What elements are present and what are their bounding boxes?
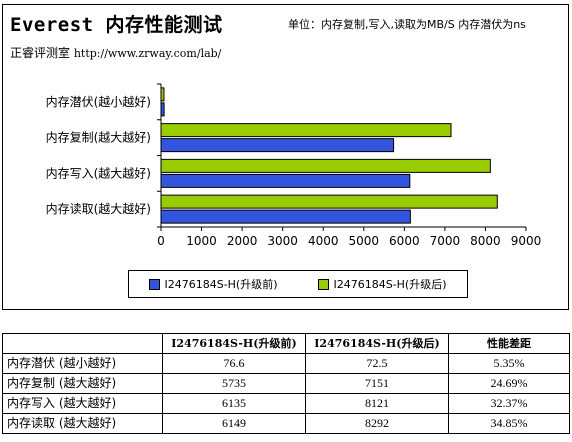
bar-before-3 — [160, 209, 411, 224]
legend-label-after: I2476184S-H(升级后) — [333, 278, 447, 291]
table-cell: 内存读取 (越大越好) — [2, 413, 163, 434]
x-tick-label: 8000 — [470, 234, 501, 248]
table-header-cell: 性能差距 — [448, 333, 570, 354]
table-cell: 32.37% — [448, 393, 570, 414]
x-tick-label: 6000 — [389, 234, 420, 248]
category-label: 内存潜伏(越小越好) — [46, 95, 151, 109]
x-tick-label: 3000 — [267, 234, 298, 248]
source-url: http://www.zrway.com/lab/ — [73, 47, 222, 60]
table-cell: 34.85% — [448, 413, 570, 434]
legend-item-before: I2476184S-H(升级前) — [149, 276, 278, 292]
bar-before-2 — [160, 173, 411, 188]
table-cell: 6135 — [162, 393, 306, 414]
legend-swatch-before — [149, 278, 161, 290]
x-tick-label: 2000 — [227, 234, 258, 248]
table-cell: 8292 — [305, 413, 449, 434]
category-label: 内存读取(越大越好) — [46, 202, 151, 216]
table-cell: 76.6 — [162, 353, 306, 374]
x-tick-label: 1000 — [186, 234, 217, 248]
legend: I2476184S-H(升级前) I2476184S-H(升级后) — [128, 270, 468, 298]
table-cell: 8121 — [305, 393, 449, 414]
table-cell: 5.35% — [448, 353, 570, 374]
x-tick-label: 9000 — [511, 234, 542, 248]
table-row: 内存复制 (越大越好) 5735 7151 24.69% — [2, 373, 570, 394]
category-label: 内存写入(越大越好) — [46, 166, 151, 180]
table-header-cell — [2, 333, 163, 354]
table-cell: 6149 — [162, 413, 306, 434]
table-cell: 72.5 — [305, 353, 449, 374]
table-header-row: I2476184S-H(升级前) I2476184S-H(升级后) 性能差距 — [2, 333, 570, 354]
bar-after-2 — [160, 158, 491, 173]
bar-after-3 — [160, 194, 498, 209]
x-tick-label: 5000 — [349, 234, 380, 248]
table-header-cell: I2476184S-H(升级前) — [162, 333, 306, 354]
bar-before-1 — [160, 138, 395, 153]
table-cell: 5735 — [162, 373, 306, 394]
source-label: 正睿评测室 — [10, 46, 71, 60]
x-tick-label: 4000 — [308, 234, 339, 248]
data-table: I2476184S-H(升级前) I2476184S-H(升级后) 性能差距 内… — [2, 333, 570, 434]
table-row: 内存潜伏 (越小越好) 76.6 72.5 5.35% — [2, 353, 570, 374]
bar-after-1 — [160, 123, 452, 138]
source-line: 正睿评测室 http://www.zrway.com/lab/ — [10, 44, 221, 61]
x-tick-label: 7000 — [430, 234, 461, 248]
table-cell: 24.69% — [448, 373, 570, 394]
table-cell: 内存复制 (越大越好) — [2, 373, 163, 394]
table-cell: 7151 — [305, 373, 449, 394]
legend-label-before: I2476184S-H(升级前) — [164, 278, 278, 291]
table-row: 内存写入 (越大越好) 6135 8121 32.37% — [2, 393, 570, 414]
legend-swatch-after — [318, 278, 330, 290]
chart-title: Everest 内存性能测试 — [10, 14, 223, 36]
chart-frame — [2, 4, 569, 310]
x-tick-label: 0 — [157, 234, 165, 248]
table-cell: 内存写入 (越大越好) — [2, 393, 163, 414]
table-header-cell: I2476184S-H(升级后) — [305, 333, 449, 354]
bar-chart: 内存潜伏(越小越好) 内存复制(越大越好) 内存写入(越大越好) 内存读取(越大越好)… — [46, 83, 542, 248]
unit-note: 单位：内存复制,写入,读取为MB/S 内存潜伏为ns — [288, 18, 526, 31]
category-label: 内存复制(越大越好) — [46, 131, 151, 145]
table-row: 内存读取 (越大越好) 6149 8292 34.85% — [2, 413, 570, 434]
legend-item-after: I2476184S-H(升级后) — [318, 276, 447, 292]
table-cell: 内存潜伏 (越小越好) — [2, 353, 163, 374]
